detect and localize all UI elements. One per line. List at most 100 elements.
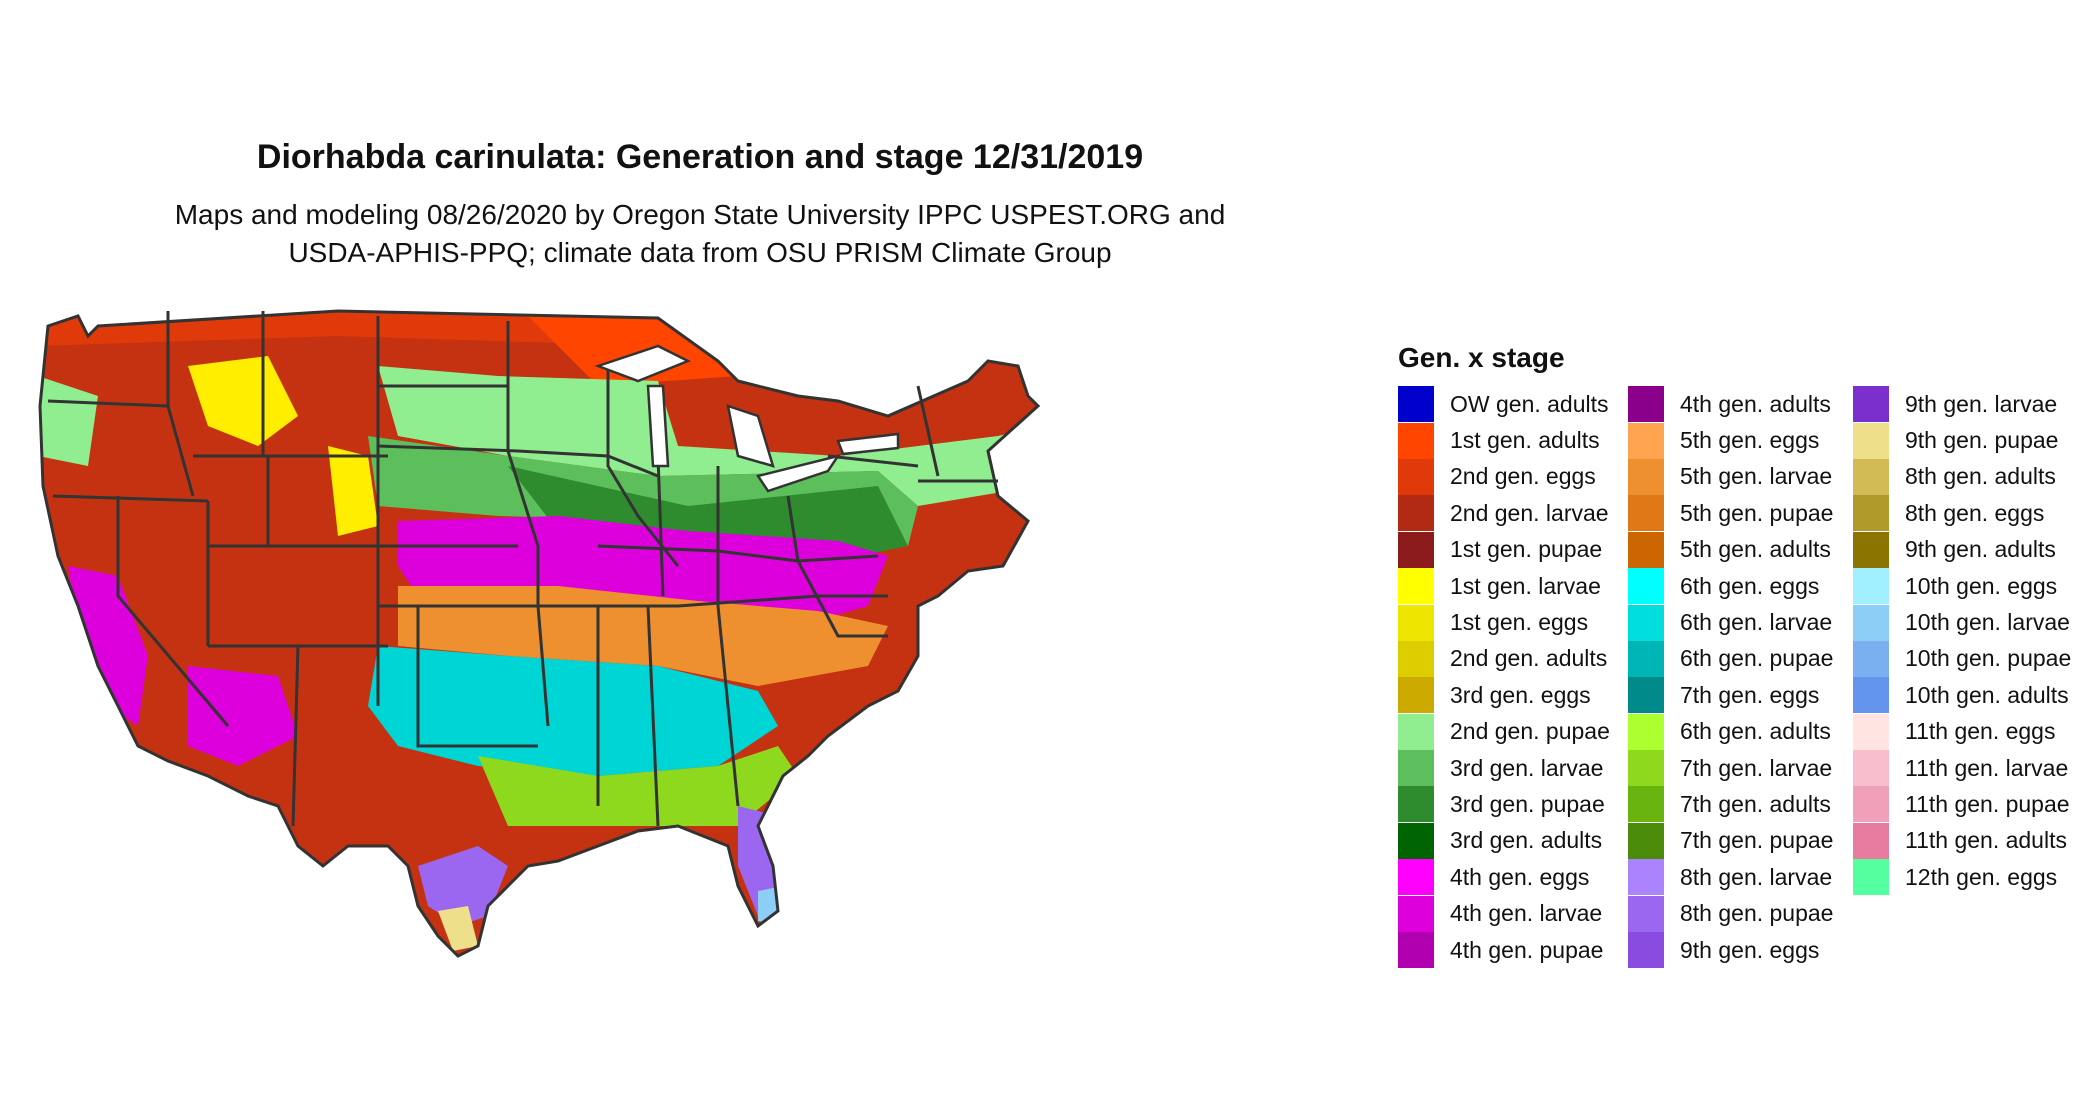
border-tx-north bbox=[416, 606, 538, 748]
legend-label: 6th gen. eggs bbox=[1680, 572, 1820, 599]
legend-item: 8th gen. eggs bbox=[1853, 495, 2071, 532]
legend-swatch bbox=[1628, 750, 1664, 787]
legend-item: 1st gen. adults bbox=[1398, 422, 1610, 459]
legend-item: 9th gen. adults bbox=[1853, 531, 2071, 568]
border-ca-nv bbox=[116, 496, 230, 727]
legend-swatch bbox=[1853, 568, 1889, 605]
zone-light-green-north bbox=[378, 366, 1038, 506]
legend-item: 4th gen. pupae bbox=[1398, 932, 1610, 969]
border-or-wa bbox=[47, 399, 169, 408]
legend-item: 10th gen. eggs bbox=[1853, 568, 2071, 605]
legend-swatch bbox=[1628, 568, 1664, 605]
legend-label: 4th gen. larvae bbox=[1450, 900, 1603, 927]
legend-item: 6th gen. adults bbox=[1628, 713, 1833, 750]
legend-item: 1st gen. eggs bbox=[1398, 604, 1610, 641]
legend-swatch bbox=[1398, 895, 1434, 932]
legend-swatch bbox=[1398, 568, 1434, 605]
legend-label: 6th gen. larvae bbox=[1680, 609, 1833, 636]
border-wv-va bbox=[786, 495, 888, 638]
legend-swatch bbox=[1628, 604, 1664, 641]
legend-swatch bbox=[1628, 531, 1664, 568]
legend-label: 8th gen. adults bbox=[1905, 463, 2056, 490]
legend-swatch bbox=[1628, 822, 1664, 859]
border-ky-north bbox=[597, 544, 879, 563]
legend-item: 2nd gen. eggs bbox=[1398, 458, 1610, 495]
legend-item: 1st gen. pupae bbox=[1398, 531, 1610, 568]
legend-label: 7th gen. eggs bbox=[1680, 681, 1820, 708]
legend-column-3: 9th gen. larvae 9th gen. pupae 8th gen. … bbox=[1853, 386, 2072, 896]
legend-item: 4th gen. eggs bbox=[1398, 859, 1610, 896]
legend-label: 9th gen. adults bbox=[1905, 536, 2056, 563]
legend-swatch bbox=[1398, 750, 1434, 787]
legend-swatch bbox=[1398, 677, 1434, 714]
legend-item: 11th gen. pupae bbox=[1853, 786, 2071, 823]
legend-item: 2nd gen. pupae bbox=[1398, 713, 1610, 750]
legend-item: 9th gen. eggs bbox=[1628, 932, 1833, 969]
legend-label: 3rd gen. larvae bbox=[1450, 754, 1604, 781]
legend-swatch bbox=[1853, 495, 1889, 532]
lake-ontario bbox=[836, 432, 900, 456]
legend-label: 10th gen. pupae bbox=[1905, 645, 2072, 672]
legend-label: 5th gen. larvae bbox=[1680, 463, 1833, 490]
map-zones bbox=[40, 311, 1038, 956]
legend-swatch bbox=[1628, 458, 1664, 495]
legend-item: 2nd gen. adults bbox=[1398, 640, 1610, 677]
legend-label: 2nd gen. larvae bbox=[1450, 499, 1609, 526]
great-lakes bbox=[594, 344, 900, 493]
legend-label: 7th gen. pupae bbox=[1680, 827, 1834, 854]
legend-label: 7th gen. larvae bbox=[1680, 754, 1833, 781]
legend-item: 7th gen. eggs bbox=[1628, 677, 1833, 714]
legend-column-1: OW gen. adults 1st gen. adults 2nd gen. … bbox=[1398, 386, 1610, 969]
legend-item: 6th gen. eggs bbox=[1628, 568, 1833, 605]
zone-tan-texas-tip bbox=[438, 906, 478, 951]
legend-label: 4th gen. eggs bbox=[1450, 863, 1590, 890]
legend-swatch bbox=[1628, 713, 1664, 750]
legend-item: 5th gen. eggs bbox=[1628, 422, 1833, 459]
legend-swatch bbox=[1853, 458, 1889, 495]
legend-item: 6th gen. larvae bbox=[1628, 604, 1833, 641]
legend-label: 2nd gen. eggs bbox=[1450, 463, 1596, 490]
legend-item: 9th gen. pupae bbox=[1853, 422, 2071, 459]
legend-swatch bbox=[1398, 386, 1434, 423]
legend-item: 3rd gen. eggs bbox=[1398, 677, 1610, 714]
legend-swatch bbox=[1398, 422, 1434, 459]
legend-label: 11th gen. eggs bbox=[1905, 718, 2056, 745]
legend-item: 7th gen. pupae bbox=[1628, 822, 1834, 859]
legend-item: 6th gen. pupae bbox=[1628, 640, 1834, 677]
border-or-ca bbox=[52, 494, 209, 503]
lake-erie bbox=[755, 454, 841, 493]
legend-item: 5th gen. adults bbox=[1628, 531, 1833, 568]
legend-label: OW gen. adults bbox=[1450, 390, 1609, 417]
zone-magenta-arizona bbox=[188, 666, 298, 766]
legend-swatch bbox=[1398, 604, 1434, 641]
legend-label: 8th gen. larvae bbox=[1680, 863, 1833, 890]
legend-item: 11th gen. larvae bbox=[1853, 750, 2071, 787]
legend-swatch bbox=[1398, 932, 1434, 969]
legend-item: 7th gen. larvae bbox=[1628, 750, 1833, 787]
legend-swatch bbox=[1853, 531, 1889, 568]
legend-label: 6th gen. pupae bbox=[1680, 645, 1834, 672]
legend-item: 8th gen. pupae bbox=[1628, 895, 1834, 932]
map-title: Diorhabda carinulata: Generation and sta… bbox=[256, 138, 1144, 176]
zone-orange-south bbox=[398, 586, 888, 686]
legend-label: 5th gen. adults bbox=[1680, 536, 1831, 563]
legend-item: 11th gen. adults bbox=[1853, 822, 2071, 859]
us-outline bbox=[38, 309, 1041, 958]
legend-swatch bbox=[1398, 859, 1434, 896]
legend-label: 8th gen. pupae bbox=[1680, 900, 1834, 927]
legend-title: Gen. x stage bbox=[1398, 342, 1565, 373]
zone-green-west-coast bbox=[40, 376, 98, 466]
legend-swatch bbox=[1398, 713, 1434, 750]
legend-label: 9th gen. larvae bbox=[1905, 390, 2058, 417]
legend-label: 1st gen. larvae bbox=[1450, 572, 1601, 599]
legend-label: 9th gen. pupae bbox=[1905, 427, 2059, 454]
legend-swatch bbox=[1628, 422, 1664, 459]
subtitle-line-2: USDA-APHIS-PPQ; climate data from OSU PR… bbox=[288, 237, 1112, 268]
legend-swatch bbox=[1853, 604, 1889, 641]
border-idaho-west bbox=[166, 311, 195, 497]
legend-label: 4th gen. pupae bbox=[1450, 936, 1604, 963]
legend-swatch bbox=[1853, 713, 1889, 750]
legend-label: 6th gen. adults bbox=[1680, 718, 1831, 745]
legend-label: 3rd gen. pupae bbox=[1450, 790, 1605, 817]
legend-item: OW gen. adults bbox=[1398, 386, 1610, 423]
